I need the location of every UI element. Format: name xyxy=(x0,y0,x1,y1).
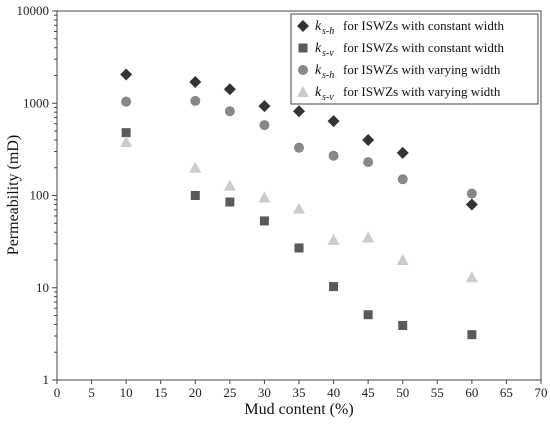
legend-symbol: k xyxy=(315,41,322,56)
data-point-series-4 xyxy=(189,161,202,173)
x-axis-ticks: 0 5 10 15 20 25 30 35 40 45 50 55 60 65 70 xyxy=(54,380,548,400)
x-tick-label: 50 xyxy=(396,385,409,400)
legend-subscript: s-h xyxy=(322,70,334,81)
data-point-series-2 xyxy=(190,191,200,200)
y-tick-label: 10 xyxy=(36,280,49,295)
data-point-series-1 xyxy=(258,100,271,113)
legend-box xyxy=(290,13,539,105)
data-point-series-4 xyxy=(258,191,271,203)
x-tick-label: 20 xyxy=(189,385,202,400)
data-point-series-4 xyxy=(120,136,133,148)
data-point-series-4 xyxy=(327,233,340,245)
x-tick-label: 70 xyxy=(535,385,548,400)
x-tick-label: 0 xyxy=(54,385,61,400)
data-point-series-3 xyxy=(121,96,132,107)
data-point-series-4 xyxy=(362,231,375,243)
data-point-series-3 xyxy=(190,95,201,106)
data-point-series-2 xyxy=(329,282,339,292)
data-point-series-1 xyxy=(293,105,305,118)
x-tick-label: 65 xyxy=(500,385,513,400)
data-point-series-1 xyxy=(362,133,375,146)
x-axis-title: Mud content (%) xyxy=(244,401,353,418)
data-point-series-2 xyxy=(363,310,373,320)
x-tick-label: 35 xyxy=(293,385,306,400)
x-tick-label: 60 xyxy=(465,385,478,400)
legend-label: for ISWZs with varying width xyxy=(343,62,501,77)
data-point-series-2 xyxy=(121,128,131,138)
legend-label: for ISWZs with constant width xyxy=(343,40,505,55)
data-point-series-3 xyxy=(224,106,235,117)
x-tick-label: 10 xyxy=(120,385,133,400)
data-point-series-2 xyxy=(294,243,304,253)
x-tick-label: 15 xyxy=(154,385,167,400)
data-point-series-2 xyxy=(398,320,408,330)
data-point-series-1 xyxy=(189,75,202,88)
y-axis-ticks: 1 10 100 1000 10000 xyxy=(17,3,57,387)
data-point-series-4 xyxy=(465,271,478,283)
x-tick-label: 5 xyxy=(88,385,95,400)
y-tick-label: 100 xyxy=(30,188,50,203)
legend-label: for ISWZs with constant width xyxy=(343,18,505,33)
data-point-series-3 xyxy=(466,188,477,199)
x-tick-label: 40 xyxy=(327,385,340,400)
data-point-series-3 xyxy=(363,157,374,168)
x-tick-label: 55 xyxy=(431,385,444,400)
y-tick-label: 1 xyxy=(43,372,50,387)
y-tick-label: 10000 xyxy=(17,3,50,18)
data-point-series-1 xyxy=(396,146,409,159)
legend-marker xyxy=(298,65,308,75)
legend-marker xyxy=(297,20,309,32)
legend-label: for ISWZs with varying width xyxy=(343,84,501,99)
x-tick-label: 45 xyxy=(362,385,375,400)
data-point-series-4 xyxy=(223,179,236,191)
data-point-series-1 xyxy=(120,68,133,81)
legend-marker xyxy=(297,86,309,97)
y-axis-title: Permeability (mD) xyxy=(5,135,22,255)
data-point-series-4 xyxy=(396,253,409,265)
legend-symbol: k xyxy=(315,85,322,100)
legend-subscript: s-v xyxy=(322,92,334,103)
data-point-series-2 xyxy=(259,216,269,226)
x-tick-label: 25 xyxy=(223,385,236,400)
data-point-series-1 xyxy=(465,198,478,211)
legend-symbol: k xyxy=(315,19,322,34)
data-point-series-3 xyxy=(259,120,270,131)
data-point-series-2 xyxy=(225,197,235,207)
legend-subscript: s-v xyxy=(322,48,334,59)
legend-symbol: k xyxy=(315,63,322,78)
y-tick-label: 1000 xyxy=(23,95,49,110)
legend-subscript: s-h xyxy=(322,26,334,37)
data-points xyxy=(120,68,478,340)
data-point-series-3 xyxy=(294,142,304,153)
legend-marker xyxy=(298,43,308,53)
data-point-series-2 xyxy=(467,330,477,340)
data-point-series-1 xyxy=(327,115,340,128)
data-point-series-3 xyxy=(328,150,339,161)
x-tick-label: 30 xyxy=(258,385,271,400)
data-point-series-3 xyxy=(397,174,408,185)
data-point-series-1 xyxy=(223,83,236,96)
data-point-series-4 xyxy=(293,202,305,214)
